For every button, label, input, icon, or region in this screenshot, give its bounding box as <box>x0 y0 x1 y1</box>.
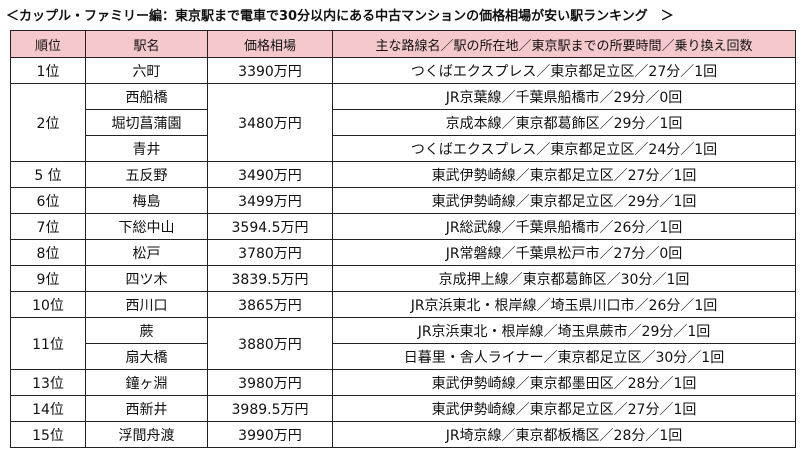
station-name-cell: 扇大橋 <box>85 343 208 370</box>
rank-cell: 14位 <box>10 395 86 422</box>
rank-cell: 1位 <box>10 57 86 84</box>
header-route-info: 主な路線名／駅の所在地／東京駅までの所要時間／乗り換え回数 <box>332 30 796 58</box>
station-name-cell: 五反野 <box>85 161 208 188</box>
table-row: 5 位五反野 3490万円 東武伊勢崎線／東京都足立区／27分／1回 <box>10 161 796 188</box>
table-row: 15位 浮間舟渡 3990万円 JR埼京線／東京都板橋区／28分／1回 <box>10 421 796 448</box>
price-cell: 3499万円 <box>207 187 333 214</box>
route-cell: 京成本線／東京都葛飾区／29分／1回 <box>332 109 796 136</box>
rank-cell: 9位 <box>10 265 86 292</box>
station-name-cell: 四ツ木 <box>85 265 208 292</box>
station-name-cell: 鐘ヶ淵 <box>85 369 208 396</box>
price-cell: 3880万円 <box>207 317 333 370</box>
station-name-cell: 下総中山 <box>85 213 208 240</box>
route-cell: JR京浜東北・根岸線／埼玉県川口市／26分／1回 <box>332 291 796 318</box>
price-cell: 3594.5万円 <box>207 213 333 240</box>
station-name-cell: 蕨 <box>85 317 208 344</box>
price-cell: 3865万円 <box>207 291 333 318</box>
station-name-cell: 松戸 <box>85 239 208 266</box>
rank-cell: 6位 <box>10 187 86 214</box>
rank-cell: 8位 <box>10 239 86 266</box>
table-row: 9位 四ツ木 3839.5万円 京成押上線／東京都葛飾区／30分／1回 <box>10 265 796 292</box>
rank-cell: 10位 <box>10 291 86 318</box>
header-price: 価格相場 <box>207 30 333 58</box>
station-name-cell: 六町 <box>85 57 208 84</box>
route-cell: JR京葉線／千葉県船橋市／29分／0回 <box>332 83 796 110</box>
price-cell: 3839.5万円 <box>207 265 333 292</box>
station-name-cell: 堀切菖蒲園 <box>85 109 208 136</box>
route-cell: JR常磐線／千葉県松戸市／27分／0回 <box>332 239 796 266</box>
route-cell: 日暮里・舎人ライナー／東京都足立区／30分／1回 <box>332 343 796 370</box>
table-body: 1位 六町 3390万円 つくばエクスプレス／東京都足立区／27分／1回 2位 西船橋 34… <box>10 57 796 448</box>
header-rank: 順位 <box>10 30 86 58</box>
table-row: 1位 六町 3390万円 つくばエクスプレス／東京都足立区／27分／1回 <box>10 57 796 84</box>
route-cell: 東武伊勢崎線／東京都墨田区／28分／1回 <box>332 369 796 396</box>
route-cell: つくばエクスプレス／東京都足立区／27分／1回 <box>332 57 796 84</box>
table-row: 11位蕨 3880万円 JR京浜東北・根岸線／埼玉県蕨市／29分／1回 <box>10 317 796 370</box>
table-row: 7位 下総中山 3594.5万円 JR総武線／千葉県船橋市／26分／1回 <box>10 213 796 240</box>
rank-cell: 5 位 <box>10 161 86 188</box>
station-name-cell: 青井 <box>85 135 208 162</box>
table-row: 扇大橋 日暮里・舎人ライナー／東京都足立区／30分／1回 <box>11 343 796 370</box>
station-name-cell: 梅島 <box>85 187 208 214</box>
route-cell: 東武伊勢崎線／東京都足立区／29分／1回 <box>332 187 796 214</box>
table-row: 堀切菖蒲園 京成本線／東京都葛飾区／29分／1回 <box>11 109 796 136</box>
table-row: 13位 鐘ヶ淵 3980万円 東武伊勢崎線／東京都墨田区／28分／1回 <box>10 369 796 396</box>
price-cell: 3480万円 <box>207 83 333 162</box>
page-title: ＜カップル・ファミリー編：東京駅まで電車で30分以内にある中古マンションの価格相… <box>6 9 674 24</box>
table-header: 順位 駅名 価格相場 主な路線名／駅の所在地／東京駅までの所要時間／乗り換え回数 <box>10 30 796 58</box>
ranking-table: 順位 駅名 価格相場 主な路線名／駅の所在地／東京駅までの所要時間／乗り換え回数… <box>10 30 796 448</box>
table-row: 6位 梅島 3499万円 東武伊勢崎線／東京都足立区／29分／1回 <box>10 187 796 214</box>
route-cell: JR埼京線／東京都板橋区／28分／1回 <box>332 421 796 448</box>
table-row: 10位 西川口 3865万円 JR京浜東北・根岸線／埼玉県川口市／26分／1回 <box>10 291 796 318</box>
station-name-cell: 浮間舟渡 <box>85 421 208 448</box>
rank-cell: 2位 <box>10 83 86 162</box>
route-cell: 東武伊勢崎線／東京都足立区／27分／1回 <box>332 395 796 422</box>
header-station-name: 駅名 <box>85 30 208 58</box>
rank-cell: 15位 <box>10 421 86 448</box>
route-cell: つくばエクスプレス／東京都足立区／24分／1回 <box>332 135 796 162</box>
route-cell: JR京浜東北・根岸線／埼玉県蕨市／29分／1回 <box>332 317 796 344</box>
price-cell: 3780万円 <box>207 239 333 266</box>
price-cell: 3980万円 <box>207 369 333 396</box>
route-cell: JR総武線／千葉県船橋市／26分／1回 <box>332 213 796 240</box>
price-cell: 3989.5万円 <box>207 395 333 422</box>
header-row: 順位 駅名 価格相場 主な路線名／駅の所在地／東京駅までの所要時間／乗り換え回数 <box>10 30 796 58</box>
station-name-cell: 西川口 <box>85 291 208 318</box>
price-cell: 3990万円 <box>207 421 333 448</box>
rank-cell: 11位 <box>10 317 86 370</box>
station-name-cell: 西新井 <box>85 395 208 422</box>
rank-cell: 7位 <box>10 213 86 240</box>
route-cell: 京成押上線／東京都葛飾区／30分／1回 <box>332 265 796 292</box>
price-cell: 3490万円 <box>207 161 333 188</box>
table-row: 青井 つくばエクスプレス／東京都足立区／24分／1回 <box>11 135 796 162</box>
table-row: 14位 西新井 3989.5万円 東武伊勢崎線／東京都足立区／27分／1回 <box>10 395 796 422</box>
rank-cell: 13位 <box>10 369 86 396</box>
price-cell: 3390万円 <box>207 57 333 84</box>
station-name-cell: 西船橋 <box>85 83 208 110</box>
table-row: 2位 西船橋 3480万円 JR京葉線／千葉県船橋市／29分／0回 <box>10 83 796 162</box>
table-row: 8位 松戸 3780万円 JR常磐線／千葉県松戸市／27分／0回 <box>10 239 796 266</box>
route-cell: 東武伊勢崎線／東京都足立区／27分／1回 <box>332 161 796 188</box>
